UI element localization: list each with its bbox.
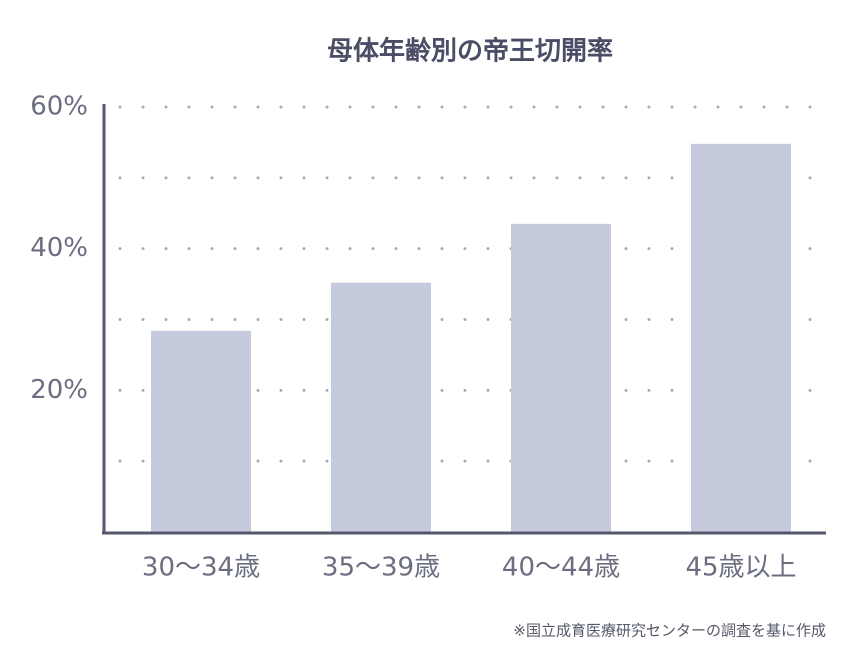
chart-title: 母体年齢別の帝王切開率 [327,36,613,67]
y-tick-label: 20% [30,375,88,405]
y-tick-label: 60% [30,92,88,122]
source-note: ※国立成育医療研究センターの調査を基に作成 [513,622,826,640]
x-tick-label: 30〜34歳 [142,553,260,583]
x-tick-label: 35〜39歳 [322,553,440,583]
x-tick-label: 40〜44歳 [502,553,620,583]
bar [151,330,251,532]
x-tick-label: 45歳以上 [685,553,796,583]
y-tick-label: 40% [30,233,88,263]
bar [691,143,791,533]
bar [511,223,611,532]
bar [331,282,431,532]
